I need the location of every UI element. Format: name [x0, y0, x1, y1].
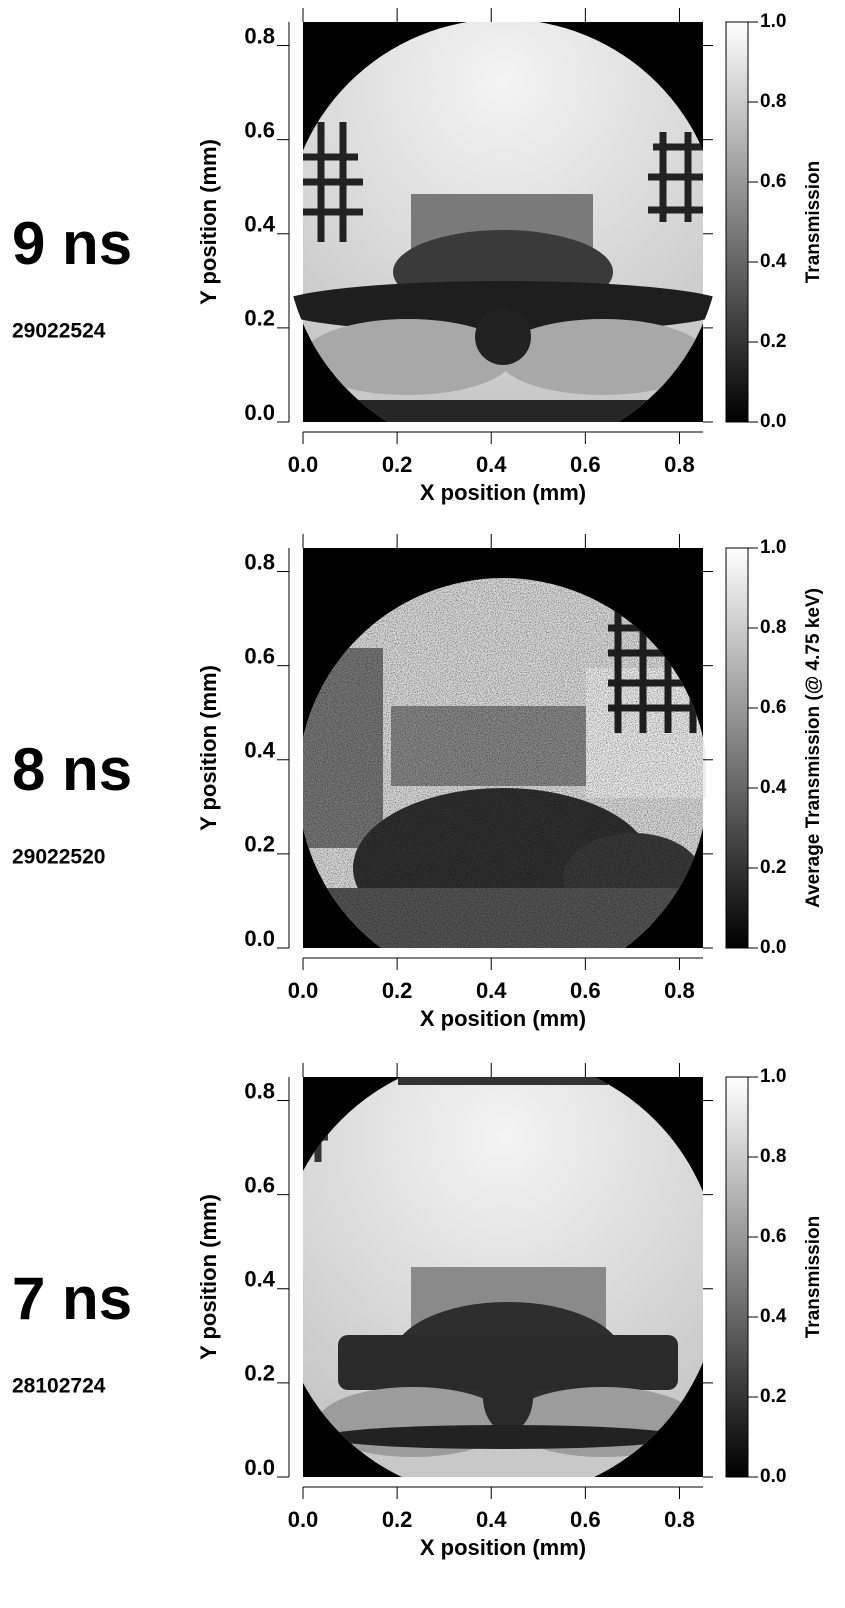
center-dark	[475, 309, 531, 365]
image	[303, 1077, 703, 1477]
colorbar-tick-label: 0.6	[760, 1226, 786, 1247]
image-content	[303, 1077, 703, 1477]
panel: 9 ns 29022524 0.0 0.2 0.4 0.6 0.8 0.0 0.2 0.4 0.6 0…	[12, 8, 824, 505]
top-strip	[398, 1077, 608, 1085]
x-tick-label: 0.8	[664, 978, 695, 1003]
x-tick-label: 0.0	[288, 1507, 319, 1532]
image	[303, 578, 706, 948]
colorbar-tick-label: 0.0	[760, 937, 786, 958]
shot-number: 29022524	[12, 320, 106, 343]
panel-title: 7 ns	[12, 1265, 132, 1332]
bottom-band	[323, 1425, 683, 1449]
image	[285, 22, 721, 422]
lobe	[498, 319, 708, 395]
colorbar-tick-label: 0.8	[760, 1146, 786, 1167]
image-content	[303, 578, 706, 948]
colorbar-label: Transmission	[803, 1216, 824, 1339]
y-tick-label: 0.4	[244, 1267, 275, 1292]
colorbar-label: Average Transmission (@ 4.75 keV)	[803, 588, 824, 908]
center-dark	[483, 1362, 533, 1432]
y-tick-label: 0.8	[244, 23, 275, 48]
x-tick-label: 0.4	[476, 452, 507, 477]
x-tick-label: 0.4	[476, 1507, 507, 1532]
colorbar-tick-label: 0.4	[760, 251, 787, 272]
y-tick-label: 0.2	[244, 1361, 275, 1386]
y-axis-label: Y position (mm)	[196, 139, 221, 305]
x-tick-label: 0.6	[570, 978, 601, 1003]
panel-title: 8 ns	[12, 736, 132, 803]
colorbar-tick-label: 0.2	[760, 331, 786, 352]
noise	[303, 578, 703, 948]
y-tick-label: 0.0	[244, 926, 275, 951]
x-tick-label: 0.8	[664, 452, 695, 477]
x-tick-label: 0.2	[382, 1507, 413, 1532]
y-tick-label: 0.0	[244, 1455, 275, 1480]
colorbar-tick-label: 0.2	[760, 1386, 786, 1407]
panel-title: 9 ns	[12, 210, 132, 277]
x-tick-label: 0.8	[664, 1507, 695, 1532]
colorbar-tick-label: 0.2	[760, 857, 786, 878]
colorbar	[725, 1076, 749, 1478]
colorbar-tick-label: 1.0	[760, 1066, 786, 1087]
y-tick-label: 0.6	[244, 1172, 275, 1197]
colorbar-label: Transmission	[803, 161, 824, 284]
y-tick-label: 0.6	[244, 643, 275, 668]
y-axis-label: Y position (mm)	[196, 665, 221, 831]
y-tick-label: 0.0	[244, 400, 275, 425]
y-tick-label: 0.4	[244, 212, 275, 237]
x-tick-label: 0.2	[382, 978, 413, 1003]
bottom-band	[303, 400, 703, 422]
y-tick-label: 0.4	[244, 738, 275, 763]
y-tick-label: 0.6	[244, 117, 275, 142]
x-axis-label: X position (mm)	[420, 1006, 586, 1031]
panel: 7 ns 28102724 0.0 0.2 0.4 0.6 0.8 0.0 0.2 0.4 0.6 0…	[12, 1063, 824, 1560]
x-tick-label: 0.0	[288, 978, 319, 1003]
y-tick-label: 0.2	[244, 306, 275, 331]
colorbar-tick-label: 0.6	[760, 171, 786, 192]
x-tick-label: 0.2	[382, 452, 413, 477]
colorbar	[725, 547, 749, 949]
lobe	[303, 319, 513, 395]
y-axis-label: Y position (mm)	[196, 1194, 221, 1360]
grid-mesh	[648, 132, 703, 222]
colorbar	[725, 21, 749, 423]
x-tick-label: 0.6	[570, 1507, 601, 1532]
image-content	[285, 22, 721, 422]
x-tick-label: 0.6	[570, 452, 601, 477]
x-axis-label: X position (mm)	[420, 480, 586, 505]
y-tick-label: 0.2	[244, 832, 275, 857]
colorbar-tick-label: 0.4	[760, 1306, 787, 1327]
colorbar-tick-label: 0.6	[760, 697, 786, 718]
x-axis-label: X position (mm)	[420, 1535, 586, 1560]
colorbar-tick-label: 0.0	[760, 1466, 786, 1487]
grid-mesh	[303, 122, 363, 242]
colorbar-tick-label: 0.4	[760, 777, 787, 798]
x-tick-label: 0.0	[288, 452, 319, 477]
colorbar-tick-label: 0.8	[760, 91, 786, 112]
colorbar-tick-label: 1.0	[760, 537, 786, 558]
y-tick-label: 0.8	[244, 549, 275, 574]
shot-number: 28102724	[12, 1375, 106, 1398]
panel: 8 ns 29022520 0.0 0.2 0.4 0.6 0.8 0.0 0.2 0.4 0.6 0…	[12, 534, 824, 1031]
x-tick-label: 0.4	[476, 978, 507, 1003]
colorbar-tick-label: 1.0	[760, 11, 786, 32]
y-tick-label: 0.8	[244, 1078, 275, 1103]
shot-number: 29022520	[12, 846, 105, 869]
colorbar-tick-label: 0.8	[760, 617, 786, 638]
colorbar-tick-label: 0.0	[760, 411, 786, 432]
